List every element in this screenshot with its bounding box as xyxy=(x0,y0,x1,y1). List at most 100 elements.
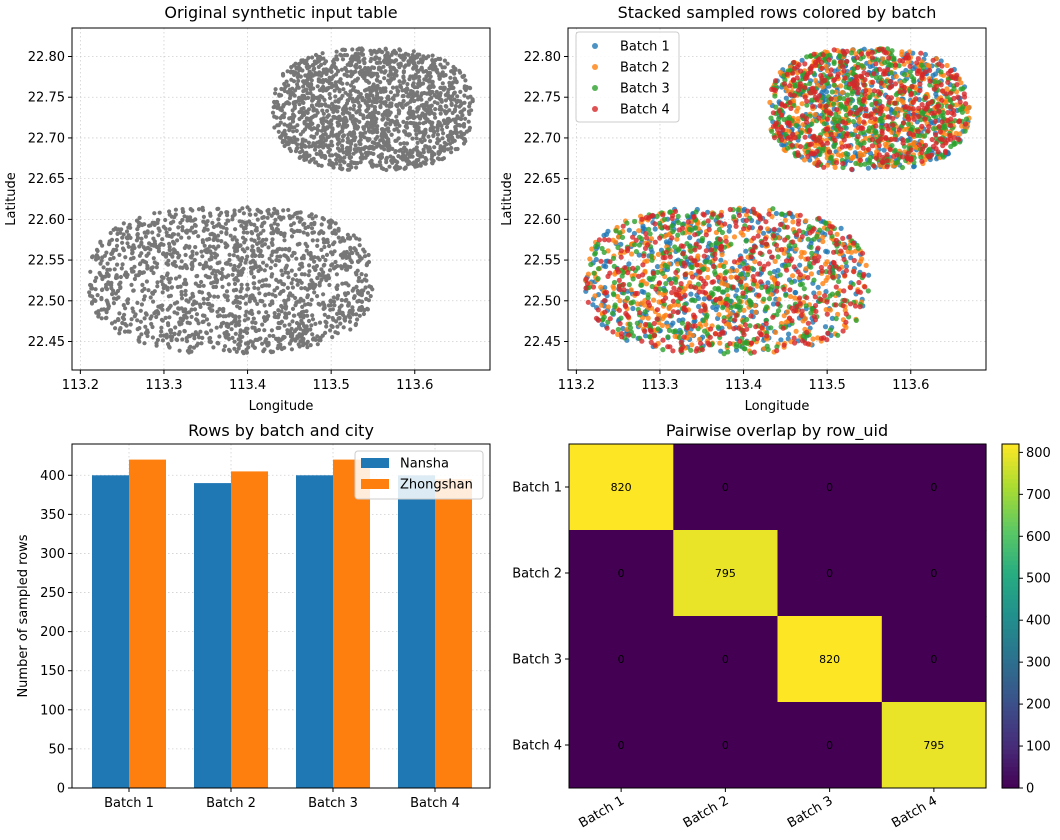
scatter-point xyxy=(166,258,171,263)
scatter-point xyxy=(344,255,349,260)
scatter-point xyxy=(123,255,128,260)
scatter-point xyxy=(331,114,336,119)
scatter-point xyxy=(140,222,145,228)
scatter-point xyxy=(331,317,336,322)
scatter-point xyxy=(382,110,388,115)
scatter-point xyxy=(219,239,224,244)
scatter-point-batch-3 xyxy=(649,283,655,290)
scatter-point xyxy=(237,322,242,327)
scatter-point xyxy=(227,252,232,257)
scatter-point xyxy=(211,284,216,290)
scatter-point xyxy=(216,217,221,222)
scatter-point xyxy=(359,272,364,277)
scatter-point xyxy=(275,123,280,128)
scatter-point xyxy=(226,282,231,287)
scatter-point xyxy=(172,310,177,315)
scatter-point xyxy=(368,160,373,165)
scatter-point xyxy=(439,73,444,78)
scatter-point xyxy=(126,244,131,249)
scatter-point xyxy=(392,93,397,98)
scatter-point-batch-1 xyxy=(866,272,872,278)
scatter-point xyxy=(219,230,224,235)
scatter-point xyxy=(458,130,463,135)
scatter-point xyxy=(296,85,301,90)
scatter-point xyxy=(152,211,157,216)
scatter-point xyxy=(333,221,338,226)
scatter-point xyxy=(353,56,358,62)
scatter-point xyxy=(336,133,341,138)
scatter-point xyxy=(224,226,229,232)
scatter-point xyxy=(312,259,317,264)
scatter-point xyxy=(115,288,121,294)
scatter-point xyxy=(453,103,458,109)
scatter-point xyxy=(232,339,237,344)
scatter-point xyxy=(315,342,320,347)
scatter-point xyxy=(216,244,221,249)
scatter-points xyxy=(87,46,475,356)
scatter-point xyxy=(418,161,423,166)
scatter-point xyxy=(289,326,294,331)
scatter-point xyxy=(435,156,441,161)
scatter-point-batch-2 xyxy=(610,237,616,243)
scatter-point xyxy=(294,65,299,70)
scatter-point xyxy=(89,301,95,306)
scatter-point xyxy=(307,144,312,149)
scatter-point-batch-2 xyxy=(636,228,642,234)
scatter-point xyxy=(440,127,445,132)
scatter-point xyxy=(401,75,406,80)
scatter-point xyxy=(318,94,323,99)
scatter-point xyxy=(340,124,345,129)
scatter-point xyxy=(336,228,341,233)
scatter-point xyxy=(180,225,185,230)
scatter-point xyxy=(131,288,136,293)
scatter-point xyxy=(319,128,324,133)
scatter-point xyxy=(313,214,318,219)
scatter-point xyxy=(384,157,389,162)
scatter-point xyxy=(345,73,350,79)
scatter-point xyxy=(203,260,209,265)
scatter-point xyxy=(347,319,353,324)
scatter-point xyxy=(223,314,228,319)
scatter-point xyxy=(118,230,123,235)
scatter-point xyxy=(301,309,306,314)
scatter-point xyxy=(308,343,313,348)
scatter-point-batch-1 xyxy=(792,289,798,296)
scatter-point xyxy=(460,113,465,118)
scatter-point xyxy=(154,314,159,320)
scatter-point xyxy=(382,76,387,81)
scatter-point xyxy=(137,262,143,267)
scatter-point xyxy=(170,232,176,237)
scatter-point xyxy=(360,306,365,311)
scatter-point-batch-1 xyxy=(770,301,777,307)
scatter-point xyxy=(294,146,299,151)
scatter-point xyxy=(317,337,322,343)
scatter-point xyxy=(375,163,380,168)
scatter-point xyxy=(170,261,175,266)
scatter-point xyxy=(115,275,120,280)
scatter-point xyxy=(214,223,220,228)
scatter-point xyxy=(335,141,340,147)
scatter-point xyxy=(376,141,381,146)
scatter-point-batch-2 xyxy=(728,274,734,280)
scatter-point xyxy=(398,61,403,66)
scatter-point xyxy=(263,292,268,297)
scatter-point xyxy=(358,103,363,108)
scatter-point xyxy=(212,251,217,256)
scatter-point xyxy=(255,241,260,246)
scatter-point xyxy=(340,146,345,151)
scatter-point xyxy=(401,80,406,85)
scatter-point xyxy=(118,285,123,290)
scatter-point xyxy=(137,269,142,275)
scatter-point xyxy=(200,205,205,210)
scatter-point xyxy=(315,334,320,339)
scatter-point xyxy=(290,214,295,219)
scatter-point xyxy=(336,235,341,240)
scatter-point-batch-2 xyxy=(884,106,890,112)
scatter-point xyxy=(330,127,335,132)
scatter-point xyxy=(453,76,458,81)
scatter-point-batch-2 xyxy=(644,258,650,264)
scatter-point xyxy=(309,278,314,283)
scatter-point xyxy=(306,107,312,112)
scatter-point xyxy=(237,208,242,213)
scatter-point-batch-1 xyxy=(865,165,872,171)
